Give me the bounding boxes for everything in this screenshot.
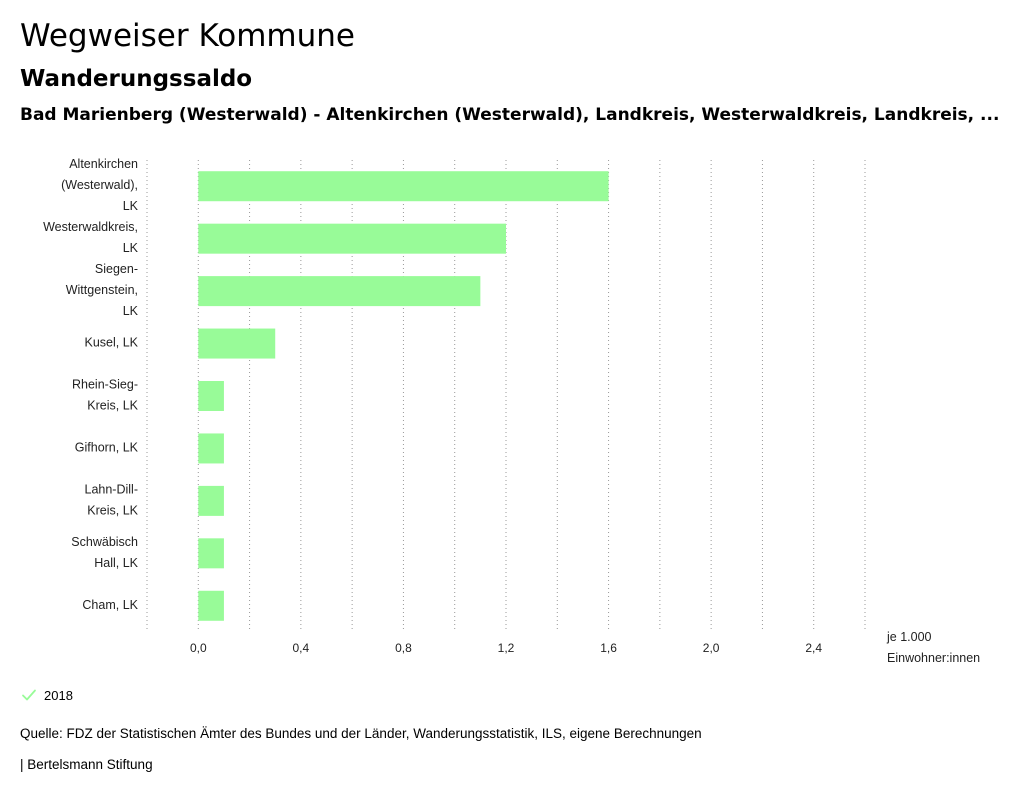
category-label-line: Kusel, LK bbox=[84, 336, 138, 350]
category-label-line: LK bbox=[123, 304, 139, 318]
bar[interactable] bbox=[198, 433, 224, 464]
x-tick-label: 0,4 bbox=[293, 641, 310, 655]
category-label-line: Gifhorn, LK bbox=[75, 441, 139, 455]
category-label: Lahn-Dill- Kreis, LK bbox=[85, 483, 139, 518]
category-label-line: Kreis, LK bbox=[87, 399, 138, 413]
x-tick-label: 2,4 bbox=[805, 641, 822, 655]
category-label-line: Wittgenstein, bbox=[66, 283, 138, 297]
source-note: Quelle: FDZ der Statistischen Ämter des … bbox=[20, 726, 702, 741]
x-tick-label: 0,8 bbox=[395, 641, 412, 655]
category-label: Siegen- Wittgenstein, LK bbox=[66, 262, 139, 318]
category-label-line: Westerwaldkreis, bbox=[43, 220, 138, 234]
legend-label: 2018 bbox=[44, 687, 73, 703]
brand-note: | Bertelsmann Stiftung bbox=[20, 757, 153, 772]
category-label: Westerwaldkreis, LK bbox=[43, 220, 139, 255]
bar[interactable] bbox=[198, 171, 609, 202]
bar[interactable] bbox=[198, 223, 507, 254]
x-tick-label: 1,2 bbox=[498, 641, 515, 655]
category-label-line: Cham, LK bbox=[82, 598, 138, 612]
category-label-line: Altenkirchen bbox=[69, 158, 138, 172]
category-label-line: Siegen- bbox=[95, 262, 138, 276]
bar[interactable] bbox=[198, 538, 224, 569]
bar[interactable] bbox=[198, 276, 481, 307]
page-title: Wegweiser Kommune bbox=[20, 18, 355, 54]
category-label-line: LK bbox=[123, 200, 139, 214]
category-label-line: (Westerwald), bbox=[61, 179, 138, 193]
category-label: Schwäbisch Hall, LK bbox=[71, 535, 138, 570]
category-label: Cham, LK bbox=[82, 598, 138, 612]
bar[interactable] bbox=[198, 381, 224, 411]
category-label: Gifhorn, LK bbox=[75, 441, 139, 455]
legend[interactable]: 2018 bbox=[20, 686, 73, 704]
category-label-line: Hall, LK bbox=[94, 556, 138, 570]
category-label: Kusel, LK bbox=[84, 336, 138, 350]
region-label: Bad Marienberg (Westerwald) - Altenkirch… bbox=[20, 105, 1000, 125]
x-tick-label: 0,0 bbox=[190, 641, 207, 655]
bar[interactable] bbox=[198, 328, 276, 359]
category-label-line: Lahn-Dill- bbox=[85, 483, 139, 497]
axis-unit-label: je 1.000 bbox=[886, 630, 932, 644]
category-label: Altenkirchen (Westerwald), LK bbox=[61, 158, 139, 214]
category-label-line: Rhein-Sieg- bbox=[72, 378, 138, 392]
check-icon bbox=[22, 689, 36, 701]
bar[interactable] bbox=[198, 590, 224, 621]
category-label-line: Schwäbisch bbox=[71, 535, 138, 549]
category-label-line: Kreis, LK bbox=[87, 504, 138, 518]
axis-unit-label: Einwohner:innen bbox=[887, 651, 980, 665]
bar-chart: Altenkirchen (Westerwald), LKWesterwaldkre… bbox=[43, 158, 980, 665]
x-tick-label: 2,0 bbox=[703, 641, 720, 655]
chart-subtitle: Wanderungssaldo bbox=[20, 66, 253, 92]
x-tick-label: 1,6 bbox=[600, 641, 617, 655]
category-label: Rhein-Sieg- Kreis, LK bbox=[72, 378, 139, 413]
bar[interactable] bbox=[198, 485, 224, 516]
category-label-line: LK bbox=[123, 241, 139, 255]
